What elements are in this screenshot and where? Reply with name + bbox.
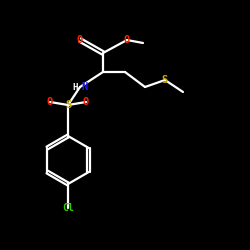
Text: S: S: [162, 75, 168, 85]
Text: S: S: [65, 100, 71, 110]
Text: Cl: Cl: [62, 203, 74, 213]
Text: O: O: [83, 97, 89, 107]
Text: O: O: [77, 35, 83, 45]
Text: O: O: [47, 97, 53, 107]
Text: N: N: [82, 82, 88, 92]
Text: H: H: [72, 82, 78, 92]
Text: O: O: [124, 35, 130, 45]
